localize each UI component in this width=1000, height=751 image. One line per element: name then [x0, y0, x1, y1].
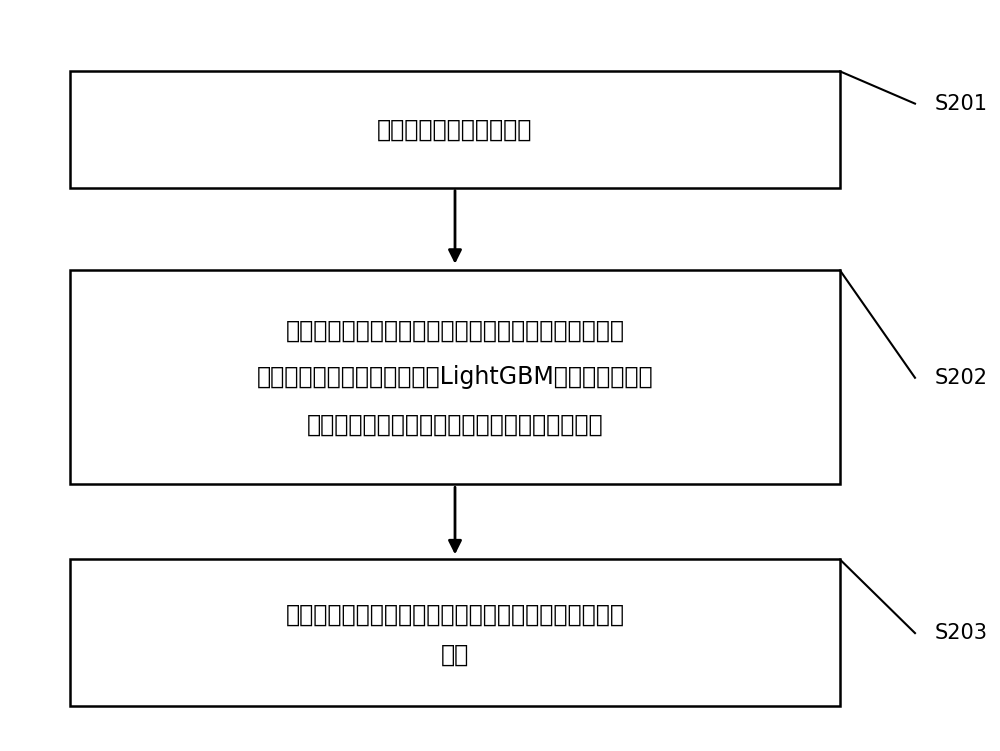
Text: 概率: 概率 — [441, 643, 469, 667]
Text: S201: S201 — [935, 94, 988, 113]
Text: 使用车源成交预测模型处理维度数据，得到预测值，其: 使用车源成交预测模型处理维度数据，得到预测值，其 — [286, 318, 624, 342]
Text: 根据预测成交值，确定预测车源在预设时间段内的成交: 根据预测成交值，确定预测车源在预设时间段内的成交 — [286, 603, 624, 627]
FancyBboxPatch shape — [70, 71, 840, 188]
FancyBboxPatch shape — [70, 559, 840, 706]
Text: 获取预测车源的维度数据: 获取预测车源的维度数据 — [377, 118, 533, 141]
Text: S202: S202 — [935, 368, 988, 388]
Text: 被训练为预测车源在预设时间段内的预测成交值: 被训练为预测车源在预设时间段内的预测成交值 — [307, 412, 603, 436]
Text: S203: S203 — [935, 623, 988, 643]
Text: 中，车源成交预测模型是基于LightGBM模型训练而成，: 中，车源成交预测模型是基于LightGBM模型训练而成， — [257, 366, 653, 389]
FancyBboxPatch shape — [70, 270, 840, 484]
